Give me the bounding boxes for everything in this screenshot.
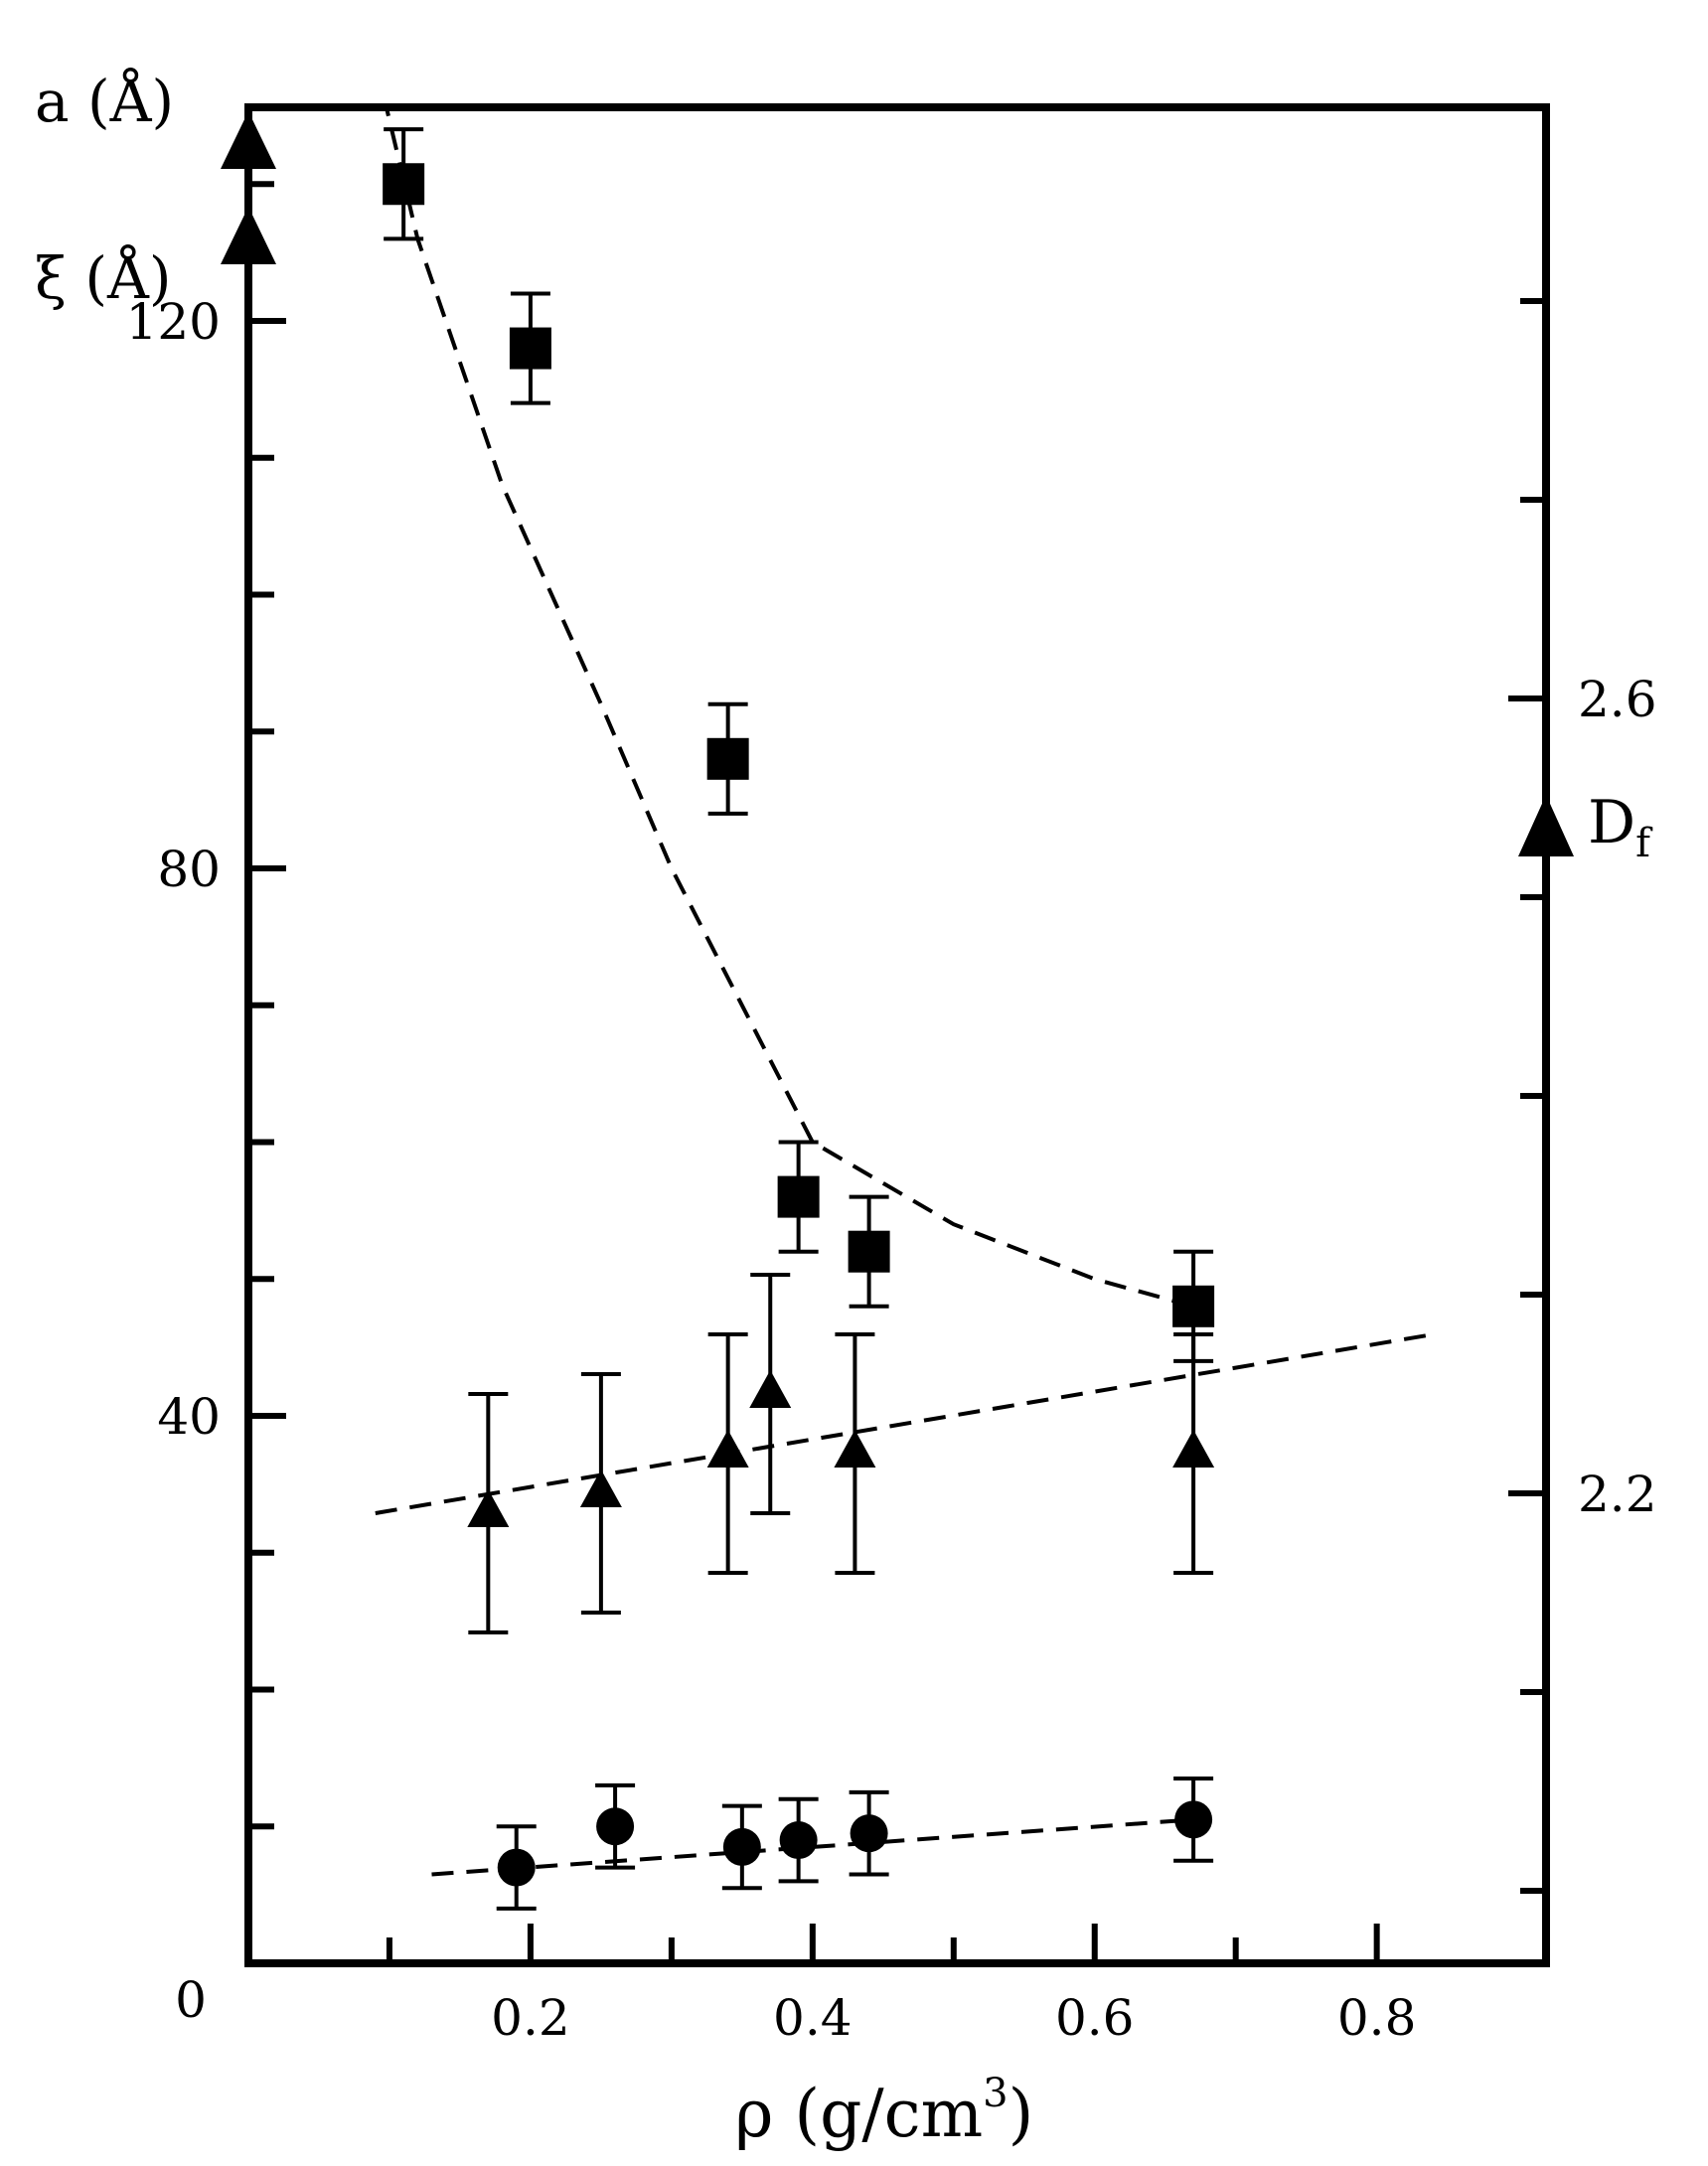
- data-point-triangle: [706, 1332, 749, 1575]
- left-tick-label: 40: [157, 1388, 221, 1446]
- right-tick-label: 2.6: [1578, 671, 1657, 728]
- plot-frame: [244, 103, 1550, 1967]
- left-axis-ticks: 40 80 120: [126, 181, 286, 1830]
- data-point-square: [706, 701, 749, 816]
- data-point-circle: [595, 1782, 636, 1870]
- y-axis-title-a: a (Å): [35, 68, 174, 135]
- y-axis-title-right: Df: [1588, 788, 1653, 866]
- x-tick-label: 0.4: [773, 1989, 853, 2047]
- data-point-circle: [1173, 1777, 1214, 1863]
- right-axis-ticks: 2.22.63: [1508, 298, 1657, 1894]
- data-point-triangle: [579, 1372, 622, 1615]
- origin-label: 0: [175, 1971, 207, 2029]
- left-tick-label: 120: [126, 293, 221, 351]
- x-tick-label: 0.6: [1055, 1989, 1135, 2047]
- x-axis-ticks: 0.2 0.4 0.6 0.8: [386, 1924, 1417, 2047]
- left-axis-arrow-second-icon: [221, 207, 276, 264]
- data-point-circle: [849, 1789, 889, 1877]
- data-point-square: [383, 127, 425, 241]
- right-tick-label: 2.2: [1578, 1466, 1657, 1523]
- fit-line-triangle: [375, 1332, 1434, 1515]
- fit-line-circle: [431, 1817, 1194, 1877]
- x-axis-title: ρ (g/cm3): [735, 2071, 1034, 2152]
- left-tick-label: 80: [157, 841, 221, 898]
- data-point-triangle: [749, 1273, 792, 1515]
- data-point-square: [848, 1194, 890, 1309]
- data-point-circle: [778, 1796, 819, 1884]
- right-axis-arrow-icon: [1518, 795, 1574, 856]
- data-point-square: [777, 1140, 820, 1254]
- fit-line-square: [384, 107, 1194, 1309]
- data-point-triangle: [1172, 1332, 1215, 1575]
- y-axis-title-xi: ξ (Å): [35, 244, 172, 312]
- x-tick-label: 0.2: [491, 1989, 570, 2047]
- data-point-circle: [496, 1824, 537, 1911]
- fit-lines: [375, 107, 1434, 1877]
- x-tick-label: 0.8: [1337, 1989, 1417, 2047]
- data-points: [383, 127, 1215, 1911]
- data-point-triangle: [467, 1392, 510, 1634]
- data-point-circle: [721, 1803, 762, 1891]
- data-point-square: [509, 291, 551, 405]
- data-point-triangle: [834, 1332, 876, 1575]
- left-axis-arrow-top-icon: [221, 111, 276, 169]
